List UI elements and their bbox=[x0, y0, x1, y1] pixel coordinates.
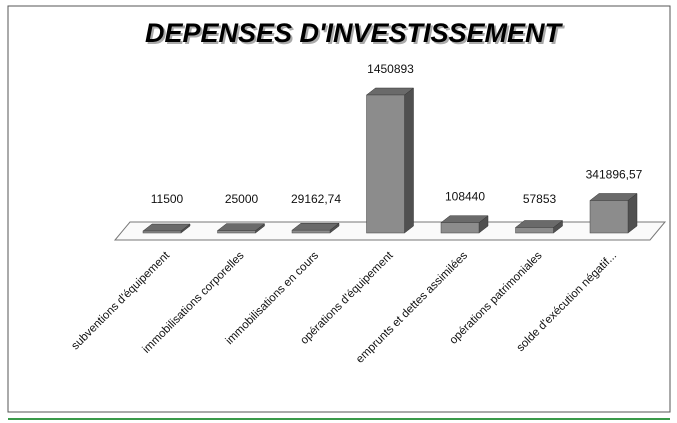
bar bbox=[366, 94, 405, 234]
value-label: 29162,74 bbox=[291, 192, 341, 206]
chart-title-shadow: DEPENSES D'INVESTISSEMENT bbox=[147, 20, 566, 50]
value-label: 108440 bbox=[445, 190, 485, 204]
value-label: 57853 bbox=[523, 192, 557, 206]
value-label: 11500 bbox=[151, 192, 184, 206]
bar bbox=[440, 222, 480, 234]
value-label: 25000 bbox=[225, 192, 259, 206]
chart-frame bbox=[7, 5, 671, 413]
bar bbox=[142, 230, 182, 234]
bar bbox=[589, 200, 629, 234]
value-label: 1450893 bbox=[367, 62, 414, 76]
bar bbox=[291, 229, 331, 234]
bar bbox=[515, 227, 554, 234]
bar bbox=[217, 230, 256, 234]
value-label: 341896,57 bbox=[586, 167, 643, 181]
chart-title: DEPENSES D'INVESTISSEMENT bbox=[145, 18, 564, 48]
bar-side bbox=[404, 87, 414, 234]
